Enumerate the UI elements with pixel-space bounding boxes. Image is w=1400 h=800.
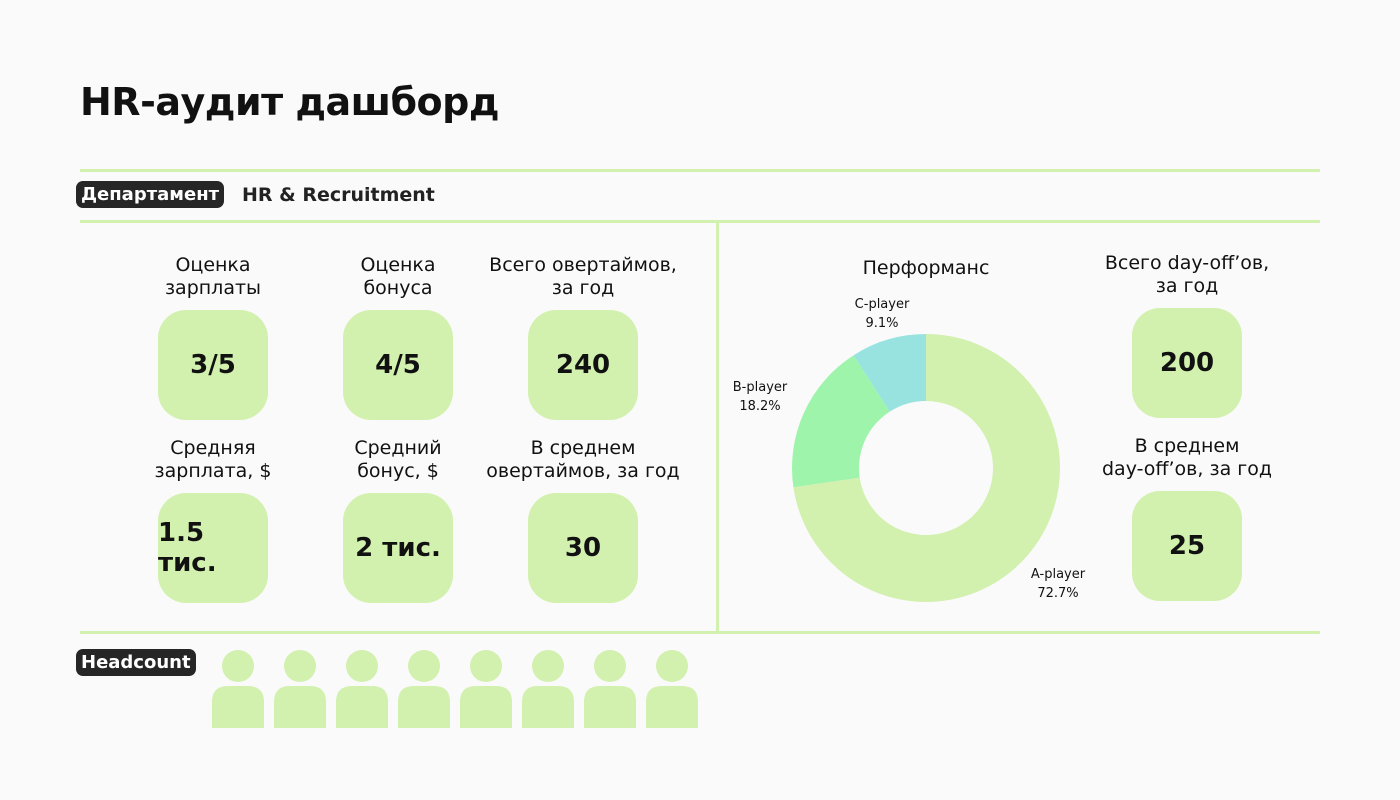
person-icon	[460, 650, 512, 730]
metric-label: Оценка бонуса	[360, 254, 436, 299]
person-icon	[212, 650, 264, 730]
metric-label: В среднем овертаймов, за год	[486, 437, 680, 482]
person-icon	[398, 650, 450, 730]
slice-category: A-player	[1030, 567, 1086, 582]
divider	[716, 222, 719, 632]
slice-percent: 72.7%	[1037, 586, 1079, 601]
donut-slice-b-player	[791, 355, 890, 488]
slice-category: B-player	[732, 380, 788, 395]
metric-card: 1.5 тис.	[158, 493, 268, 603]
metric-label: Всего day-off’ов, за год	[1104, 252, 1270, 297]
metric-label: В среднем day-off’ов, за год	[1101, 435, 1272, 480]
slice-category: C-player	[854, 297, 910, 312]
slice-label: B-player 18.2%	[733, 378, 787, 416]
slice-percent: 9.1%	[865, 316, 899, 331]
slice-label: C-player 9.1%	[855, 295, 910, 333]
chart-title: Перформанс	[862, 257, 990, 279]
metric-label: Средняя зарплата, $	[154, 437, 272, 482]
divider	[80, 631, 1320, 634]
person-icon	[522, 650, 574, 730]
metric-card: 2 тис.	[343, 493, 453, 603]
metric-label: Оценка зарплаты	[164, 254, 262, 299]
person-icon	[646, 650, 698, 730]
page-title: HR-аудит дашборд	[80, 80, 500, 124]
metric-card: 200	[1132, 308, 1242, 418]
metric-label: Всего овертаймов, за год	[489, 254, 677, 299]
donut-slice-a-player	[793, 334, 1060, 603]
divider	[80, 220, 1320, 223]
donut-slice-c-player	[853, 334, 926, 412]
department-filter-value[interactable]: HR & Recruitment	[242, 184, 435, 206]
metric-card: 30	[528, 493, 638, 603]
slice-label: A-player 72.7%	[1031, 565, 1085, 603]
slice-percent: 18.2%	[739, 399, 781, 414]
headcount-label: Headcount	[76, 649, 196, 676]
metric-card: 3/5	[158, 310, 268, 420]
person-icon	[336, 650, 388, 730]
metric-label: Средний бонус, $	[354, 437, 442, 482]
metric-card: 4/5	[343, 310, 453, 420]
metric-card: 25	[1132, 491, 1242, 601]
person-icon	[584, 650, 636, 730]
person-icon	[274, 650, 326, 730]
divider	[80, 169, 1320, 172]
metric-card: 240	[528, 310, 638, 420]
department-filter-label: Департамент	[76, 181, 225, 208]
